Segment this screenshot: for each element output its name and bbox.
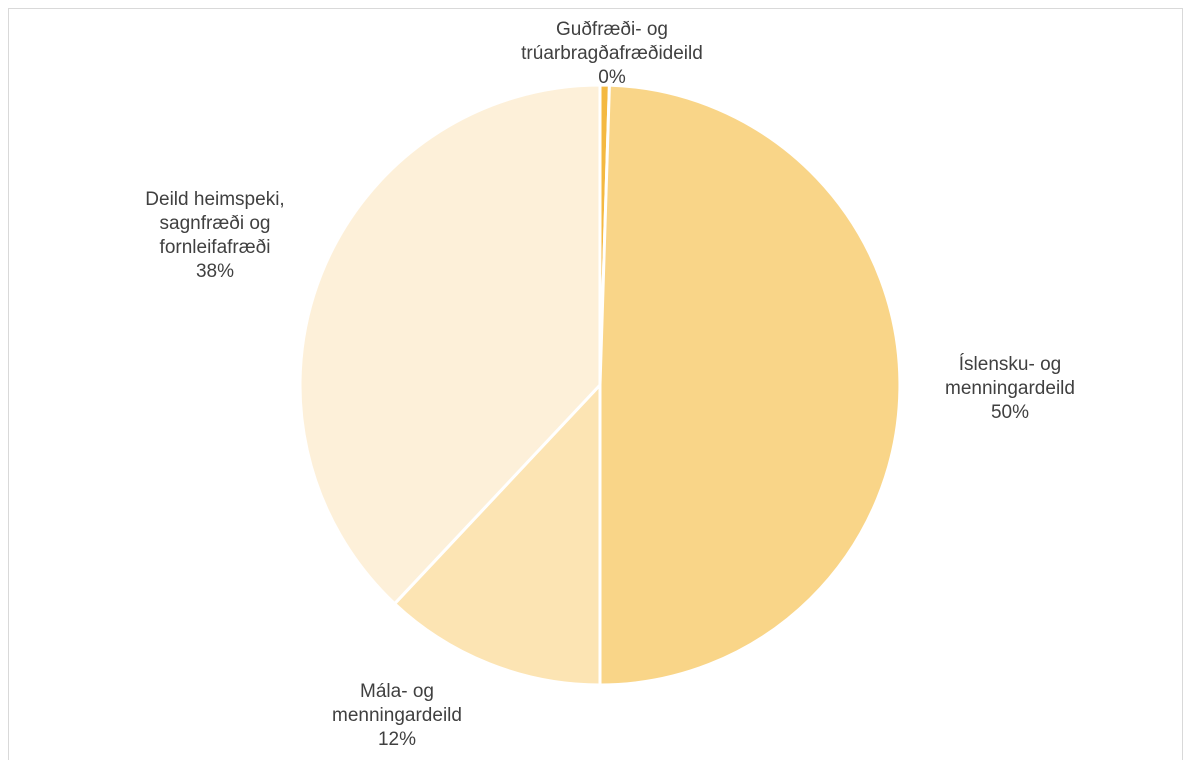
data-label-line: menningardeild [945, 378, 1075, 399]
data-label-line: fornleifafræði [160, 237, 271, 258]
data-label-line: 0% [598, 67, 626, 88]
data-labels: Guðfræði- og trúarbragðafræðideild 0% Íslen… [145, 19, 1075, 750]
data-label-line: 12% [378, 729, 416, 750]
data-label-line: 50% [991, 402, 1029, 423]
pie-slice-islensku-og-menningardeild [598, 83, 902, 687]
data-label-mala-og-menningardeild: Mála- og menningardeild 12% [332, 681, 462, 750]
pie-slice-mala-og-menningardeild [393, 383, 602, 687]
pie-slice-deild-heimspeki-sagnfr-i-og-fornleifafr-i [298, 83, 602, 606]
data-label-line: Deild heimspeki, [145, 189, 284, 210]
data-label-line: Guðfræði- og [556, 19, 668, 40]
data-label-gu-fr-i-og-truarbrag-afr-ideild: Guðfræði- og trúarbragðafræðideild 0% [521, 19, 703, 88]
data-label-line: sagnfræði og [160, 213, 271, 234]
data-label-line: trúarbragðafræðideild [521, 43, 703, 64]
data-label-line: Mála- og [360, 681, 434, 702]
data-label-line: menningardeild [332, 705, 462, 726]
data-label-deild-heimspeki-sagnfr-i-og-fornleifafr-i: Deild heimspeki, sagnfræði og fornleifafræ… [145, 189, 284, 282]
data-label-line: Íslensku- og [959, 354, 1061, 375]
data-label-islensku-og-menningardeild: Íslensku- og menningardeild 50% [945, 354, 1075, 423]
data-label-line: 38% [196, 261, 234, 282]
pie-slices [298, 83, 902, 687]
